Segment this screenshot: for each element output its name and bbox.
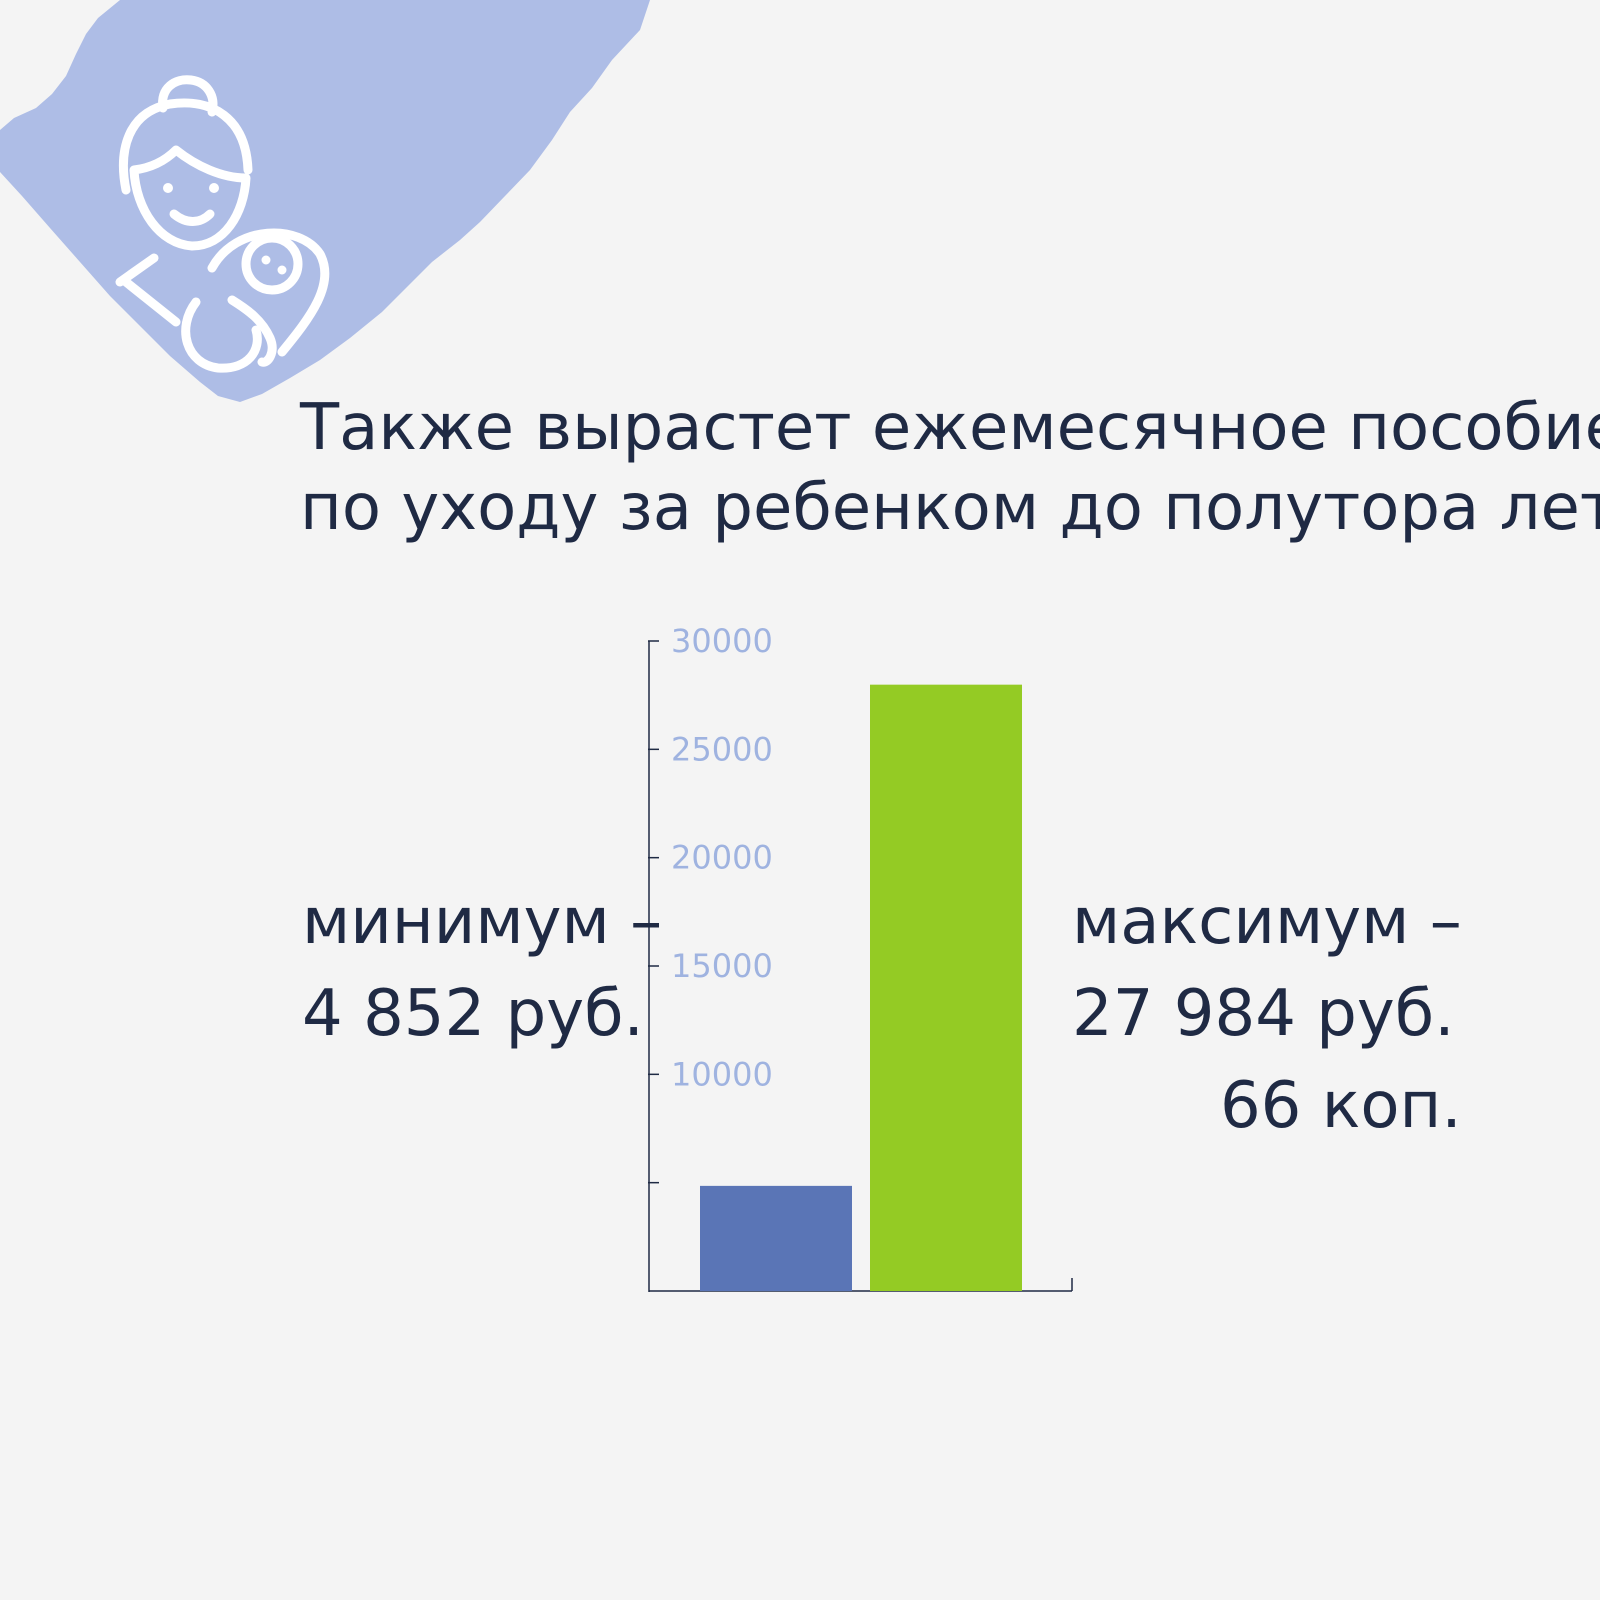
- y-tick-label: 20000: [671, 839, 773, 877]
- bars: [700, 684, 1022, 1291]
- bar-minimum: [700, 1185, 852, 1291]
- maximum-value: 27 984 руб.: [1072, 977, 1455, 1051]
- bar-maximum: [870, 684, 1022, 1291]
- mother-with-baby-icon: [115, 75, 330, 373]
- maximum-annotation: максимум – 27 984 руб. 66 коп.: [1072, 876, 1462, 1152]
- y-tick-label: 15000: [671, 947, 773, 985]
- minimum-label: минимум –: [302, 885, 663, 959]
- y-axis-ticks: 10000 15000 20000 25000 30000: [648, 622, 773, 1184]
- corner-decoration: [0, 0, 650, 402]
- minimum-value: 4 852 руб.: [302, 977, 644, 1051]
- maximum-value-kopecks: 66 коп.: [1219, 1069, 1462, 1143]
- headline-line-2: по уходу за ребенком до полутора лет.: [300, 471, 1600, 545]
- headline: Также вырастет ежемесячное пособие по ух…: [300, 388, 1600, 548]
- y-tick-label: 25000: [671, 730, 773, 768]
- maximum-label: максимум –: [1072, 885, 1462, 959]
- y-tick-label: 10000: [671, 1055, 773, 1093]
- y-tick-label: 30000: [671, 622, 773, 660]
- headline-line-1: Также вырастет ежемесячное пособие: [300, 391, 1600, 465]
- minimum-annotation: минимум – 4 852 руб.: [302, 876, 662, 1060]
